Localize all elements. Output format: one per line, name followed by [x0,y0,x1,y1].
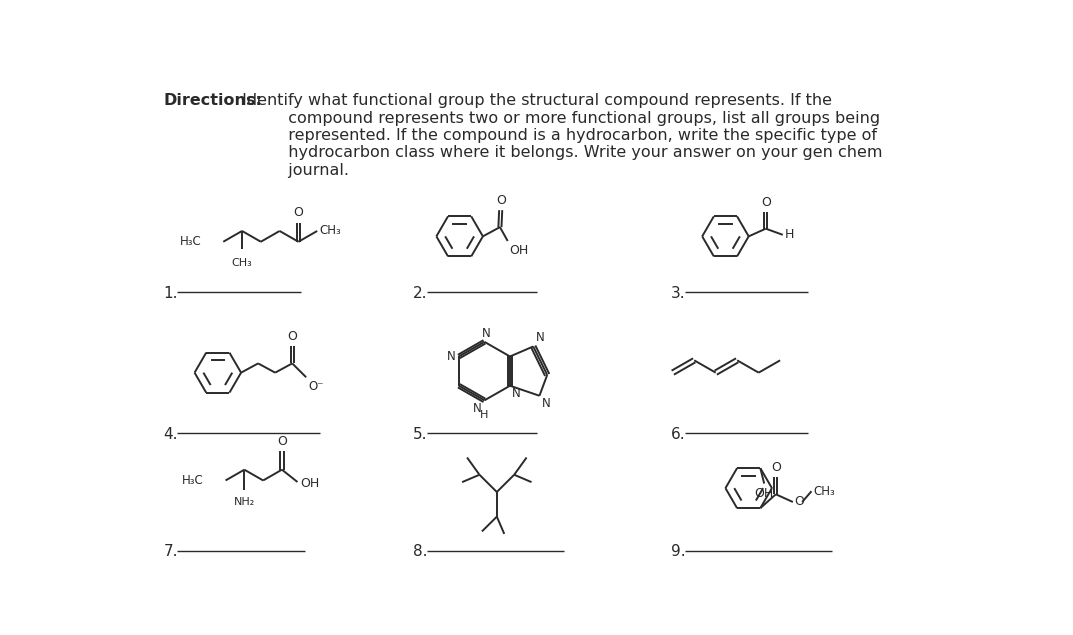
Text: CH₃: CH₃ [232,258,252,268]
Text: N: N [482,327,490,340]
Text: N: N [542,398,550,410]
Text: H₃C: H₃C [180,235,202,248]
Text: 7.: 7. [163,544,178,559]
Text: OH: OH [299,477,319,490]
Text: O: O [294,206,304,220]
Text: H: H [785,229,794,241]
Text: OH: OH [754,486,774,500]
Text: N: N [447,350,456,363]
Text: NH₂: NH₂ [234,497,255,507]
Text: O: O [770,461,781,474]
Text: O: O [497,194,506,207]
Text: H: H [481,410,488,420]
Text: 6.: 6. [672,427,686,441]
Text: N: N [512,387,521,400]
Text: 4.: 4. [163,427,178,441]
Text: 8.: 8. [413,544,428,559]
Text: 1.: 1. [163,286,178,300]
Text: O: O [288,330,297,344]
Text: O: O [794,495,805,509]
Text: 2.: 2. [413,286,428,300]
Text: Directions:: Directions: [163,93,263,108]
Text: OH: OH [510,244,529,257]
Text: CH₃: CH₃ [320,224,341,237]
Text: O: O [277,435,286,448]
Text: 9.: 9. [672,544,686,559]
Text: 5.: 5. [413,427,428,441]
Text: N: N [535,331,544,344]
Text: Identify what functional group the structural compound represents. If the
      : Identify what functional group the struc… [237,93,883,178]
Text: CH₃: CH₃ [813,485,835,498]
Text: N: N [472,402,482,415]
Text: O: O [762,196,771,209]
Text: H₃C: H₃C [182,474,204,487]
Text: O⁻: O⁻ [309,380,324,392]
Text: 3.: 3. [672,286,686,300]
